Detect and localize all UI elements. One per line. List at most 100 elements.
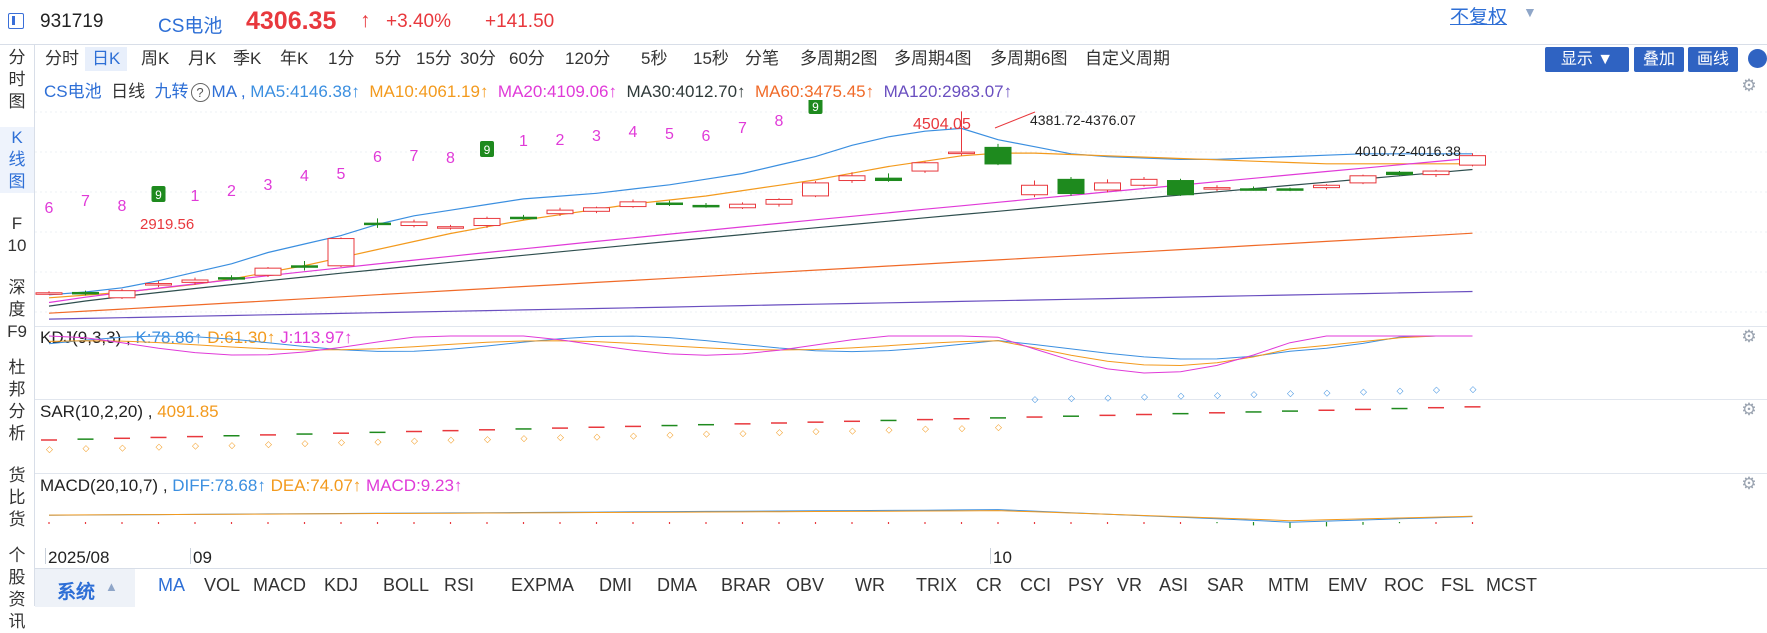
period-tab[interactable]: 15秒 — [693, 49, 729, 68]
indicator-tab[interactable]: TRIX — [916, 575, 958, 595]
kdj-settings-gear-icon[interactable]: ⚙ — [1741, 327, 1757, 346]
date-tick — [990, 548, 991, 564]
period-tab[interactable]: 日K — [85, 47, 128, 71]
period-tab[interactable]: 季K — [233, 49, 262, 68]
period-tab[interactable]: 自定义周期 — [1085, 49, 1170, 68]
period-tab[interactable]: 120分 — [565, 49, 611, 68]
sar-dot: ◇ — [1141, 392, 1148, 402]
sar-dot: ◇ — [1068, 393, 1075, 403]
indicator-tab[interactable]: RSI — [444, 575, 475, 595]
chevron-down-icon[interactable]: ▼ — [1523, 4, 1537, 20]
period-tab[interactable]: 1分 — [328, 49, 355, 68]
indicator-tab[interactable]: MTM — [1268, 575, 1309, 595]
period-tab[interactable]: 5分 — [375, 49, 402, 68]
candle-body — [802, 182, 829, 197]
period-tab[interactable]: 多周期6图 — [990, 49, 1068, 68]
candle-body — [546, 209, 574, 215]
indicator-tab[interactable]: EMV — [1328, 575, 1368, 595]
period-tab[interactable]: 60分 — [509, 49, 545, 68]
sar-settings-gear-icon[interactable]: ⚙ — [1741, 400, 1757, 419]
sar-dot: ◇ — [813, 426, 820, 436]
candle-body — [656, 202, 683, 206]
sidebar-toggle-icon[interactable] — [8, 13, 24, 29]
indicator-tab[interactable]: MACD — [253, 575, 306, 595]
macd-title: MACD(20,10,7) , — [40, 476, 168, 495]
annotation-pointer — [994, 111, 1036, 129]
nine-turn-label: 6 — [702, 128, 711, 145]
macd-settings-gear-icon[interactable]: ⚙ — [1741, 474, 1757, 493]
left-nav-item[interactable]: K 线 图 — [0, 127, 34, 193]
candle-body — [72, 291, 99, 295]
indicator-tab[interactable]: MA — [158, 575, 185, 595]
high-range-label: 4381.72-4376.07 — [1030, 112, 1136, 128]
period-tab[interactable]: 分时 — [45, 49, 79, 68]
last-price: 4306.35 — [246, 7, 337, 35]
stock-name[interactable]: CS电池 — [158, 16, 223, 37]
period-tab[interactable]: 多周期4图 — [894, 49, 972, 68]
indicator-tab[interactable]: VOL — [204, 575, 241, 595]
indicator-tab[interactable]: PSY — [1068, 575, 1105, 595]
legend-nine-turn[interactable]: 九转 — [154, 82, 189, 101]
left-nav-item[interactable]: 个 股 资 讯 — [8, 546, 26, 631]
adjust-rights-dropdown[interactable]: 不复权 — [1450, 7, 1508, 28]
indicator-tab[interactable]: FSL — [1441, 575, 1475, 595]
indicator-tab[interactable]: EXPMA — [511, 575, 575, 595]
sar-dot: ◇ — [521, 433, 528, 443]
help-icon[interactable]: ? — [190, 83, 210, 102]
indicator-tab[interactable]: WR — [855, 575, 885, 595]
candle-body — [437, 226, 464, 229]
indicator-tab[interactable]: ASI — [1159, 575, 1189, 595]
period-tab[interactable]: 月K — [188, 49, 217, 68]
macd-legend: MACD(20,10,7) , DIFF:78.68↑ DEA:74.07↑ M… — [40, 476, 462, 496]
period-tab[interactable]: 周K — [141, 49, 170, 68]
legend-ma120: MA120:2983.07↑ — [883, 82, 1013, 101]
indicator-tab[interactable]: VR — [1117, 575, 1143, 595]
period-tab[interactable]: 多周期2图 — [800, 49, 878, 68]
nine-turn-label: 6 — [45, 200, 54, 217]
date-tick-label: 09 — [193, 548, 212, 567]
indicator-tab[interactable]: CCI — [1020, 575, 1051, 595]
period-tab[interactable]: 分笔 — [745, 49, 779, 68]
indicator-tab[interactable]: BOLL — [383, 575, 430, 595]
indicator-tab[interactable]: ROC — [1384, 575, 1424, 595]
left-nav-item[interactable]: 深 度 F9 — [7, 278, 27, 341]
main-settings-gear-icon[interactable]: ⚙ — [1741, 76, 1757, 95]
legend-ma20: MA20:4109.06↑ — [497, 82, 618, 101]
kline-chart[interactable]: 6 7 8 9 1 2 3 4 5 6 7 8 9 1 2 3 4 5 6 7 8 9 4381.72-4376.07 450… — [35, 100, 1767, 548]
nine-turn-label: 6 — [373, 149, 382, 166]
nine-turn-label: 3 — [592, 128, 601, 145]
indicator-tab[interactable]: DMI — [599, 575, 632, 595]
left-nav-item[interactable]: 杜 邦 分 析 — [8, 358, 26, 443]
period-tab[interactable]: 30分 — [460, 49, 496, 68]
display-button[interactable]: 显示 ▼ — [1545, 47, 1629, 72]
indicator-tab[interactable]: SAR — [1207, 575, 1245, 595]
indicator-tab[interactable]: DMA — [657, 575, 697, 595]
draw-line-button[interactable]: 画线 — [1688, 47, 1738, 72]
left-nav-item[interactable]: 分 时 图 — [8, 48, 26, 111]
sar-dot: ◇ — [192, 441, 199, 451]
indicator-tab[interactable]: BRAR — [721, 575, 772, 595]
kdj-j: J:113.97↑ — [280, 328, 353, 347]
left-nav-item[interactable]: 货 比 货 — [8, 466, 26, 529]
candle-body — [1349, 175, 1377, 184]
date-axis: 2025/08 09 10 — [35, 548, 1767, 567]
indicator-tab[interactable]: KDJ — [324, 575, 359, 595]
macd-value: MACD:9.23↑ — [366, 476, 463, 495]
indicator-tab[interactable]: MCST — [1486, 575, 1537, 595]
system-tab[interactable]: 系统 ▲ — [35, 569, 135, 607]
sar-dot: ◇ — [1105, 392, 1112, 402]
sar-dot: ◇ — [156, 441, 163, 451]
left-nav-item[interactable]: F 10 — [7, 214, 27, 255]
period-tab[interactable]: 15分 — [416, 49, 452, 68]
chevron-up-icon: ▲ — [105, 579, 118, 594]
period-tab[interactable]: 5秒 — [641, 49, 668, 68]
indicator-tab[interactable]: CR — [976, 575, 1002, 595]
indicator-tab[interactable]: OBV — [786, 575, 825, 595]
sar-title: SAR(10,2,20) , — [40, 402, 153, 421]
period-tab[interactable]: 年K — [280, 49, 309, 68]
more-options-icon[interactable] — [1748, 49, 1767, 68]
sar-legend: SAR(10,2,20) , 4091.85 — [40, 402, 219, 422]
sar-dot: ◇ — [83, 443, 90, 453]
nine-turn-badge — [480, 141, 494, 157]
overlay-button[interactable]: 叠加 — [1634, 47, 1684, 72]
